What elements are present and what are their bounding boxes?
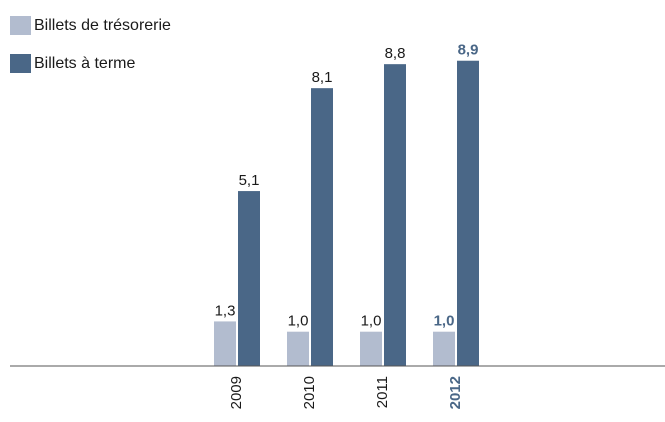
bar-billets-de-tresorerie-2011 — [360, 331, 382, 366]
data-label-billets-de-tresorerie-2009: 1,3 — [215, 302, 236, 319]
legend-item-billets-a-terme: Billets à terme — [10, 52, 171, 74]
data-label-billets-de-tresorerie-2012: 1,0 — [434, 313, 455, 330]
bar-billets-de-tresorerie-2012 — [433, 331, 455, 366]
bar-group — [214, 60, 479, 367]
data-label-billets-a-terme-2011: 8,8 — [385, 45, 406, 62]
x-tick-label-2010: 2010 — [301, 376, 318, 409]
legend-item-billets-de-tresorerie: Billets de trésorerie — [10, 14, 171, 36]
data-label-billets-a-terme-2012: 8,9 — [458, 42, 479, 59]
legend-swatch-billets-de-tresorerie — [10, 15, 31, 35]
chart-legend: Billets de trésorerie Billets à terme — [10, 14, 171, 90]
x-tick-label-2012: 2012 — [447, 376, 464, 409]
data-label-billets-de-tresorerie-2011: 1,0 — [361, 313, 382, 330]
bar-billets-de-tresorerie-2010 — [287, 331, 309, 366]
label-group: 1,3 5,1 2009 1,0 8,1 2010 1,0 8,8 2011 1,0 8,9 2012 — [215, 42, 479, 410]
data-label-billets-a-terme-2010: 8,1 — [312, 69, 333, 86]
bar-billets-de-tresorerie-2009 — [214, 321, 236, 366]
legend-swatch-billets-a-terme — [10, 53, 31, 73]
data-label-billets-de-tresorerie-2010: 1,0 — [288, 313, 309, 330]
legend-label-billets-a-terme: Billets à terme — [34, 54, 136, 72]
x-tick-label-2011: 2011 — [374, 376, 391, 408]
legend-label-billets-de-tresorerie: Billets de trésorerie — [34, 16, 171, 34]
x-tick-label-2009: 2009 — [228, 376, 245, 409]
bar-billets-a-terme-2012 — [457, 60, 479, 366]
bar-billets-a-terme-2009 — [238, 191, 260, 366]
bar-billets-a-terme-2010 — [311, 88, 333, 367]
data-label-billets-a-terme-2009: 5,1 — [239, 172, 260, 189]
bar-billets-a-terme-2011 — [384, 64, 406, 366]
